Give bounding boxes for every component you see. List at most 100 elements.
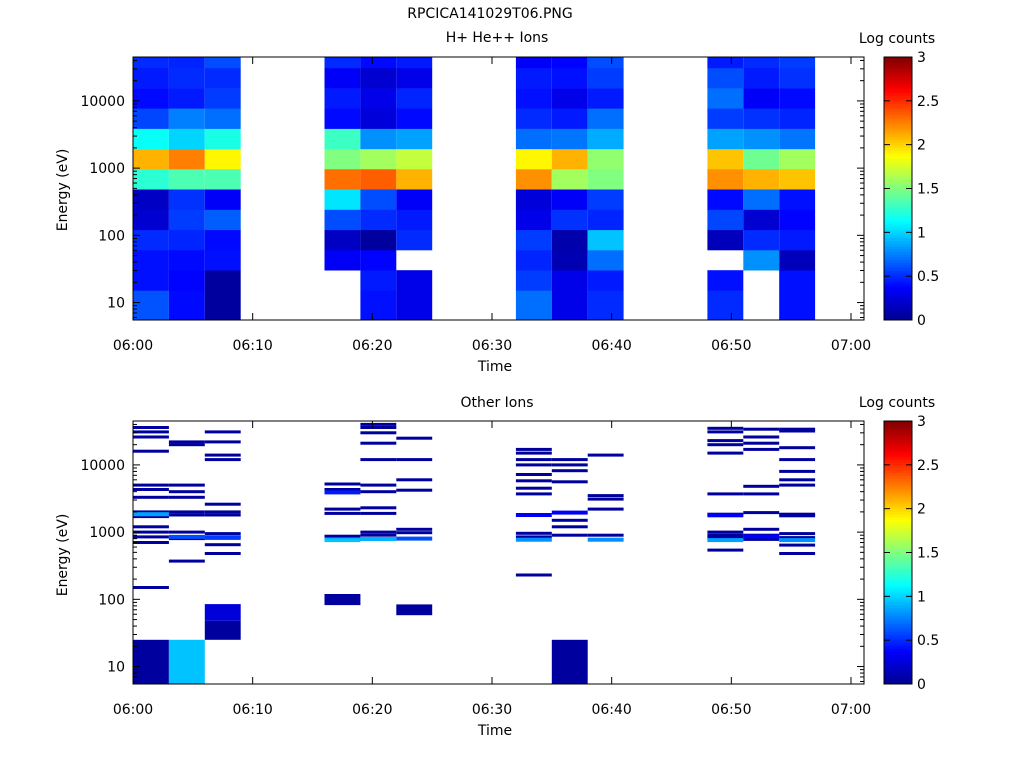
x-axis: 06:00 06:10 06:20 06:30 06:40 06:50 07:00 — [113, 421, 871, 718]
heatmap-cell — [779, 169, 816, 190]
colorbar-segment — [884, 634, 912, 638]
heatmap-cell — [133, 250, 169, 271]
heatmap-cell — [396, 229, 433, 251]
heatmap-cell — [551, 57, 588, 69]
heatmap-line — [707, 533, 744, 537]
colorbar-segment — [884, 265, 912, 269]
heatmap-cell — [133, 189, 169, 210]
heatmap-line — [360, 422, 397, 426]
heatmap-line — [779, 512, 816, 516]
heatmap-cell — [707, 189, 744, 210]
heatmap-cell — [396, 290, 433, 321]
heatmap-cell — [587, 189, 624, 210]
heatmap-cell — [551, 128, 588, 150]
colorbar-tick-label: 0 — [917, 313, 926, 329]
heatmap-cell — [515, 108, 552, 129]
colorbar-segment — [884, 618, 912, 622]
heatmap-line — [779, 543, 816, 547]
colorbar-segment — [884, 593, 912, 597]
heatmap-line — [551, 525, 588, 529]
heatmap-cell — [779, 290, 816, 321]
colorbar-segment — [884, 240, 912, 244]
heatmap-line — [133, 435, 169, 439]
x-tick-label: 06:10 — [232, 338, 272, 354]
colorbar-segment — [884, 549, 912, 553]
figure-title: RPCICA141029T06.PNG — [407, 6, 572, 22]
heatmap-highlight — [168, 534, 205, 539]
colorbar-segment — [884, 166, 912, 170]
heatmap-line — [360, 490, 397, 494]
colorbar-segment — [884, 519, 912, 523]
heatmap-line — [779, 446, 816, 450]
heatmap-line — [360, 483, 397, 487]
colorbar-segment — [884, 568, 912, 573]
heatmap-cell — [360, 88, 397, 109]
heatmap-cell — [779, 88, 816, 109]
colorbar-segment — [884, 566, 912, 570]
colorbar-segment — [884, 125, 912, 129]
heatmap-line — [133, 525, 169, 529]
heatmap-line — [587, 453, 624, 457]
panel-other-ions: Other Ions Log counts 06:00 06:10 06:20 06:… — [55, 395, 939, 739]
heatmap-cell — [707, 290, 744, 321]
heatmap-cell — [360, 128, 397, 150]
heatmap-line — [133, 530, 169, 534]
colorbar-segment — [884, 191, 912, 195]
heatmap-line — [204, 430, 241, 434]
x-tick-label: 06:30 — [472, 338, 512, 354]
heatmap-block — [551, 639, 588, 684]
heatmap-line — [707, 430, 744, 434]
colorbar-segment — [884, 631, 912, 636]
heatmap-line — [133, 488, 169, 491]
panel-title: Other Ions — [460, 395, 533, 411]
heatmap-line — [779, 478, 816, 482]
colorbar-segment — [884, 196, 912, 200]
heatmap-cell — [324, 148, 361, 170]
heatmap-highlight — [707, 513, 744, 518]
heatmap-cell — [587, 270, 624, 291]
colorbar-segment — [884, 500, 912, 504]
colorbar: 0 0.5 1 1.5 2 2.5 3 — [883, 50, 939, 329]
colorbar-tick-label: 0.5 — [917, 633, 939, 649]
colorbar-segment — [884, 136, 912, 140]
colorbar-segment — [884, 232, 912, 236]
colorbar-segment — [884, 130, 912, 135]
heatmap-cell — [551, 290, 588, 321]
heatmap-line — [587, 494, 624, 498]
colorbar-segment — [884, 169, 912, 173]
heatmap-cell — [204, 169, 241, 190]
colorbar-segment — [884, 76, 912, 80]
heatmap-line — [396, 458, 433, 462]
heatmap-line — [707, 530, 744, 534]
heatmap-cell — [168, 88, 205, 109]
colorbar-segment — [884, 486, 912, 490]
heatmap-line — [360, 441, 397, 445]
heatmap-cell — [360, 209, 397, 231]
y-axis: 10 100 1000 10000 — [80, 59, 864, 318]
heatmap-cell — [587, 128, 624, 150]
colorbar-segment — [884, 270, 912, 274]
heatmap-line — [779, 552, 816, 555]
y-tick-label: 10 — [107, 296, 125, 312]
heatmap-cell — [587, 229, 624, 251]
heatmap-cell — [551, 88, 588, 109]
heatmap-line — [360, 431, 397, 435]
colorbar-tick-label: 2 — [917, 502, 926, 518]
colorbar-segment — [884, 552, 912, 556]
heatmap-block — [168, 639, 205, 684]
heatmap-line — [707, 426, 744, 430]
heatmap-cell — [707, 270, 744, 291]
colorbar-segment — [884, 193, 912, 198]
colorbar-segment — [884, 530, 912, 534]
colorbar-tick-label: 1 — [917, 589, 926, 605]
colorbar-segment — [884, 235, 912, 239]
y-tick-label: 10000 — [80, 458, 125, 474]
colorbar-segment — [884, 210, 912, 214]
colorbar-segment — [884, 445, 912, 449]
colorbar-segment — [884, 637, 912, 641]
heatmap-cell — [133, 209, 169, 231]
heatmap-cell — [779, 209, 816, 231]
heatmap-cell — [168, 270, 205, 291]
heatmap-line — [779, 532, 816, 536]
heatmap-cell — [360, 229, 397, 251]
